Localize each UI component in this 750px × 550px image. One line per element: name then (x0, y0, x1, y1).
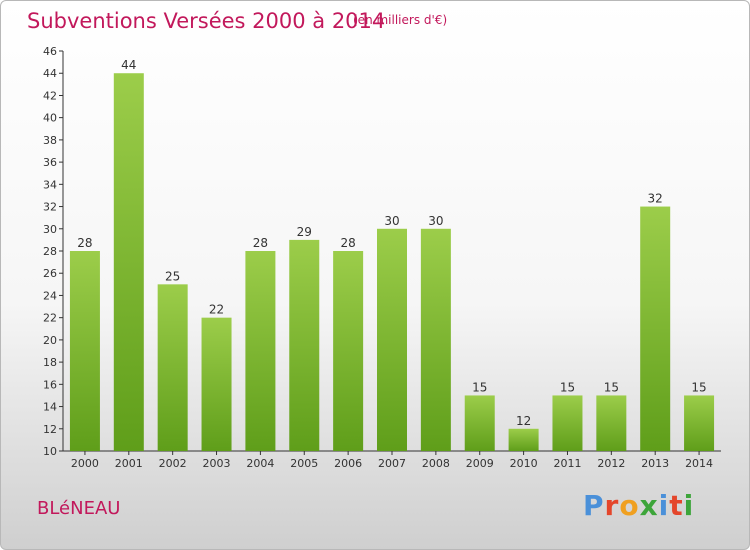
proxiti-logo: Proxiti (583, 489, 694, 522)
y-tick-label: 38 (43, 134, 57, 147)
y-tick-label: 14 (43, 401, 57, 414)
bar-2003 (201, 317, 232, 451)
data-label-2001: 44 (121, 58, 136, 72)
axes: 10 12 14 16 18 20 22 24 26 28 30 32 34 36 38 40 42 44 46 (43, 45, 721, 458)
x-tick-label-2002: 2002 (159, 457, 187, 470)
y-tick-label: 24 (43, 289, 57, 302)
x-tick-label-2001: 2001 (115, 457, 143, 470)
data-label-2006: 28 (340, 236, 355, 250)
logo-letter: t (669, 489, 684, 522)
x-tick-label-2006: 2006 (334, 457, 362, 470)
x-tick-label-2012: 2012 (597, 457, 625, 470)
data-label-2002: 25 (165, 269, 180, 283)
bar-2002 (157, 284, 188, 451)
data-label-2005: 29 (297, 225, 312, 239)
data-label-2011: 15 (560, 380, 575, 394)
logo-letter: o (619, 489, 640, 522)
x-tick-label-2004: 2004 (246, 457, 274, 470)
bars (69, 73, 715, 451)
x-tick-label-2008: 2008 (422, 457, 450, 470)
y-tick-label: 34 (43, 178, 57, 191)
data-label-2010: 12 (516, 414, 531, 428)
bar-2004 (245, 251, 276, 451)
data-label-2013: 32 (648, 192, 663, 206)
y-tick-label: 30 (43, 223, 57, 236)
y-tick-label: 42 (43, 89, 57, 102)
bar-2006 (333, 251, 364, 451)
x-tick-label-2007: 2007 (378, 457, 406, 470)
y-tick-label: 26 (43, 267, 57, 280)
data-label-2009: 15 (472, 380, 487, 394)
logo-letter: i (683, 489, 695, 522)
x-tick-label-2009: 2009 (466, 457, 494, 470)
logo-letter: x (639, 489, 659, 522)
x-tick-label-2014: 2014 (685, 457, 713, 470)
x-tick-label-2003: 2003 (203, 457, 231, 470)
bar-2001 (113, 73, 144, 451)
x-tick-label-2005: 2005 (290, 457, 318, 470)
y-tick-label: 16 (43, 378, 57, 391)
bar-2011 (552, 395, 583, 451)
y-tick-label: 28 (43, 245, 57, 258)
x-tick-label-2000: 2000 (71, 457, 99, 470)
chart-subtitle: (en milliers d'€) (353, 13, 448, 27)
labels: 28 2000 44 2001 25 2002 22 2003 28 2004 29 2005 28 20… (71, 58, 713, 470)
y-tick-label: 18 (43, 356, 57, 369)
x-tick-label-2013: 2013 (641, 457, 669, 470)
data-label-2003: 22 (209, 303, 224, 317)
logo-letter: i (658, 489, 670, 522)
bar-2009 (464, 395, 495, 451)
data-label-2000: 28 (77, 236, 92, 250)
data-label-2008: 30 (428, 214, 443, 228)
logo-letter: P (583, 489, 605, 522)
y-tick-label: 22 (43, 312, 57, 325)
y-tick-label: 32 (43, 201, 57, 214)
data-label-2012: 15 (604, 380, 619, 394)
x-tick-label-2011: 2011 (553, 457, 581, 470)
y-tick-label: 36 (43, 156, 57, 169)
chart-title: Subventions Versées 2000 à 2014 (27, 9, 386, 33)
y-tick-label: 20 (43, 334, 57, 347)
data-label-2014: 15 (691, 380, 706, 394)
y-tick-label: 12 (43, 423, 57, 436)
commune-name: BLéNEAU (37, 498, 121, 519)
data-label-2004: 28 (253, 236, 268, 250)
bar-2005 (289, 239, 320, 451)
bar-2014 (684, 395, 715, 451)
y-tick-label: 10 (43, 445, 57, 458)
data-label-2007: 30 (384, 214, 399, 228)
logo-letter: r (604, 489, 620, 522)
y-tick-label: 46 (43, 45, 57, 58)
y-tick-label: 40 (43, 112, 57, 125)
bar-2010 (508, 428, 539, 451)
bar-2012 (596, 395, 627, 451)
y-tick-label: 44 (43, 67, 57, 80)
bar-2000 (69, 251, 100, 451)
x-tick-label-2010: 2010 (510, 457, 538, 470)
bar-2007 (377, 228, 407, 451)
bar-2008 (420, 228, 451, 451)
bar-2013 (640, 206, 671, 451)
